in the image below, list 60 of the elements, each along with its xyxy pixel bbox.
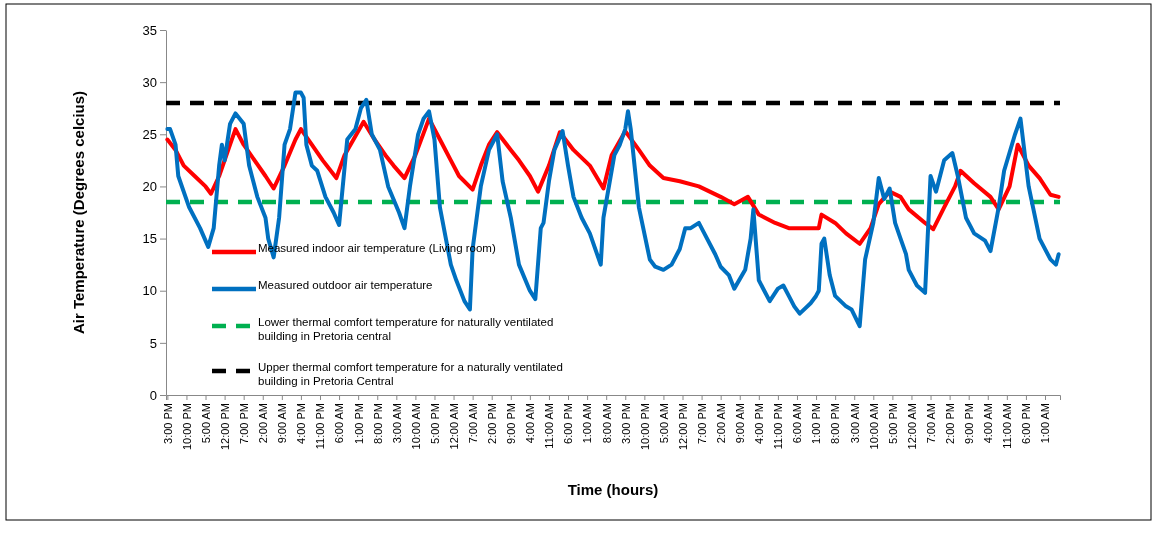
x-tick-label: 2:00 PM xyxy=(943,403,956,444)
x-tick-label: 7:00 AM xyxy=(924,403,937,444)
x-tick-label: 10:00 PM xyxy=(638,403,651,451)
y-tick-label: 25 xyxy=(142,126,157,142)
x-tick-label: 1:00 PM xyxy=(352,403,365,444)
x-tick-label: 11:00 PM xyxy=(314,403,327,450)
x-tick-label: 9:00 PM xyxy=(505,403,518,444)
y-tick-label: 35 xyxy=(142,22,157,38)
x-tick-label: 4:00 PM xyxy=(753,403,766,444)
x-tick-label: 4:00 PM xyxy=(295,403,308,444)
x-tick-label: 3:00 PM xyxy=(619,403,632,444)
y-tick-label: 15 xyxy=(142,231,157,247)
x-tick-label: 6:00 PM xyxy=(562,403,575,444)
x-tick-label: 7:00 AM xyxy=(466,403,479,444)
y-tick-label: 30 xyxy=(142,74,157,90)
x-tick-label: 2:00 PM xyxy=(486,403,499,444)
x-tick-label: 9:00 AM xyxy=(276,403,289,444)
x-tick-label: 11:00 PM xyxy=(772,403,785,450)
x-tick-label: 1:00 AM xyxy=(1039,403,1052,444)
x-tick-label: 5:00 PM xyxy=(886,403,899,444)
x-tick-label: 2:00 AM xyxy=(257,403,270,444)
x-tick-label: 5:00 AM xyxy=(199,403,212,444)
x-tick-label: 5:00 PM xyxy=(428,403,441,444)
x-axis-title: Time (hours) xyxy=(567,481,659,498)
x-tick-label: 1:00 PM xyxy=(810,403,823,444)
y-tick-label: 20 xyxy=(142,179,157,195)
x-tick-label: 2:00 AM xyxy=(715,403,728,444)
x-tick-label: 3:00 PM xyxy=(161,403,174,444)
legend-label: Measured outdoor air temperature xyxy=(258,279,433,291)
y-tick-label: 10 xyxy=(142,283,157,299)
x-tick-label: 11:00 AM xyxy=(543,403,556,449)
x-tick-label: 6:00 PM xyxy=(1020,403,1033,444)
legend-label: Lower thermal comfort temperature for naturally ventilated building in Pretoria central xyxy=(258,316,554,343)
x-tick-label: 8:00 PM xyxy=(829,403,842,444)
x-tick-label: 10:00 AM xyxy=(409,403,422,450)
x-tick-label: 7:00 PM xyxy=(695,403,708,444)
x-tick-label: 7:00 PM xyxy=(238,403,251,444)
x-tick-label: 4:00 AM xyxy=(524,403,537,444)
x-tick-label: 10:00 AM xyxy=(867,403,880,450)
x-tick-label: 9:00 AM xyxy=(734,403,747,444)
x-tick-label: 8:00 PM xyxy=(371,403,384,444)
x-tick-label: 3:00 AM xyxy=(848,403,861,444)
x-tick-label: 4:00 AM xyxy=(982,403,995,444)
y-axis-title: Air Temperature (Degrees celcius) xyxy=(70,90,87,335)
x-tick-label: 1:00 AM xyxy=(581,403,594,444)
x-tick-label: 9:00 PM xyxy=(963,403,976,444)
x-tick-label: 12:00 PM xyxy=(218,403,231,451)
y-tick-label: 5 xyxy=(149,335,157,351)
x-tick-label: 6:00 AM xyxy=(333,403,346,444)
x-tick-label: 5:00 AM xyxy=(657,403,670,444)
x-tick-label: 8:00 AM xyxy=(600,403,613,444)
x-tick-label: 10:00 PM xyxy=(180,403,193,451)
y-tick-label: 0 xyxy=(149,387,157,403)
x-tick-label: 6:00 AM xyxy=(791,403,804,444)
x-tick-label: 11:00 AM xyxy=(1001,403,1014,449)
x-tick-label: 12:00 PM xyxy=(676,403,689,451)
x-tick-label: 12:00 AM xyxy=(447,403,460,450)
x-tick-label: 3:00 AM xyxy=(390,403,403,444)
legend-label: Upper thermal comfort temperature for a naturally ventilated building in Pretoria Central xyxy=(258,361,563,388)
x-tick-label: 12:00 AM xyxy=(905,403,918,450)
